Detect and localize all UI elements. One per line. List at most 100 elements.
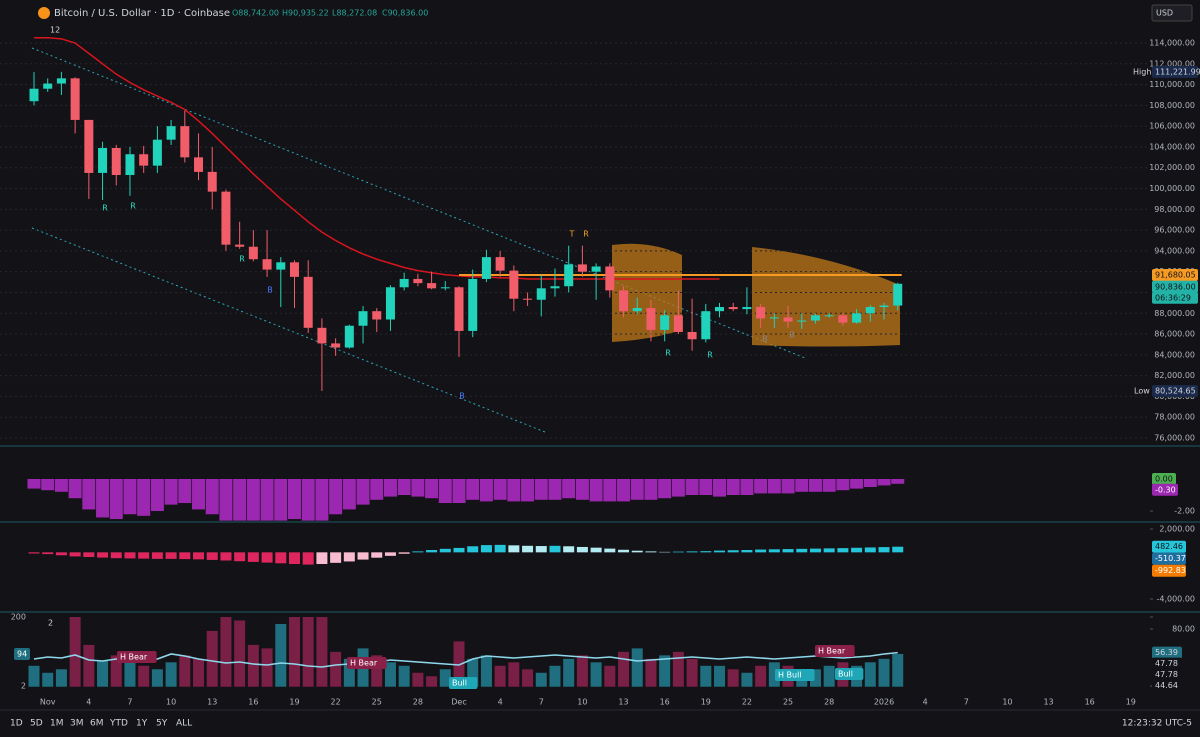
- timeframe-button[interactable]: 6M: [90, 719, 104, 729]
- indicator-bar: [28, 552, 40, 554]
- price-badge-label: 482.46: [1155, 542, 1183, 551]
- indicator-bar: [343, 658, 355, 687]
- candle-body: [56, 78, 66, 84]
- candle-body: [701, 311, 711, 340]
- indicator-bar: [644, 478, 658, 500]
- indicator-bar: [864, 547, 876, 553]
- clock: 12:23:32 UTC-5: [1122, 719, 1192, 729]
- indicator-line: [33, 651, 898, 668]
- x-tick-label: 13: [207, 698, 217, 707]
- y-tick-label: 106,000.00: [1149, 122, 1195, 131]
- candle-body: [838, 315, 848, 323]
- candle-body: [84, 119, 94, 173]
- candle-body: [673, 315, 683, 332]
- candle-body: [427, 283, 437, 289]
- candle-body: [591, 266, 601, 272]
- x-tick-label: 4: [498, 698, 503, 707]
- timeframe-button[interactable]: 1Y: [136, 719, 148, 729]
- timeframe-button[interactable]: 3M: [70, 719, 84, 729]
- indicator-bar: [863, 478, 877, 488]
- y-tick-label: 110,000.00: [1149, 80, 1195, 89]
- indicator-bar: [494, 544, 506, 553]
- timeframe-button[interactable]: YTD: [109, 719, 128, 729]
- indicator-bar: [234, 620, 246, 687]
- candle-body: [139, 154, 149, 166]
- x-tick-label: 19: [289, 698, 299, 707]
- indicator-bar: [193, 552, 205, 560]
- x-tick-label: 28: [824, 698, 834, 707]
- price-badge: [1152, 564, 1186, 577]
- indicator-bar: [426, 550, 438, 553]
- indicator-bar: [97, 660, 109, 687]
- price-badge: [1152, 269, 1198, 282]
- candle-body: [756, 307, 766, 319]
- indicator-bar: [768, 549, 780, 553]
- candle-body: [660, 315, 670, 330]
- low-label: Low: [1134, 386, 1150, 395]
- indicator-bar: [535, 672, 547, 687]
- x-tick-label: 16: [248, 698, 258, 707]
- indicator-bar: [179, 552, 191, 560]
- indicator-bar: [809, 669, 821, 687]
- y-tick-label: 96,000.00: [1154, 226, 1195, 235]
- y-tick-label: 94,000.00: [1154, 246, 1195, 255]
- price-badge-label: -510.37: [1155, 554, 1186, 563]
- x-tick-label: 25: [372, 698, 382, 707]
- timeframe-button[interactable]: 1D: [10, 719, 23, 729]
- timeframe-button[interactable]: 1M: [50, 719, 64, 729]
- price-badge: [1152, 646, 1182, 659]
- x-tick-label: 25: [783, 698, 793, 707]
- indicator-bar: [206, 630, 218, 687]
- ohlc-value: L88,272.08: [332, 9, 377, 18]
- price-badge-label: 56.39: [1155, 648, 1178, 657]
- price-badge-label: 94: [17, 649, 27, 658]
- indicator-bar: [604, 548, 616, 553]
- indicator-bar: [768, 662, 780, 687]
- y-tick-label: -2.00: [1174, 507, 1195, 516]
- indicator-bar: [110, 655, 122, 687]
- annotation: H Bear: [818, 647, 846, 656]
- indicator-bar: [755, 665, 767, 687]
- timeframe-button[interactable]: 5D: [30, 719, 43, 729]
- indicator-bar: [411, 478, 425, 497]
- indicator-bar: [589, 478, 603, 502]
- x-tick-label: 2026: [874, 698, 894, 707]
- indicator-bar: [179, 655, 191, 687]
- indicator-bar: [83, 644, 95, 687]
- currency-button[interactable]: [1151, 4, 1193, 22]
- annotation-box: [347, 657, 387, 669]
- candle-body: [495, 257, 505, 271]
- y-tick-label: 2: [21, 682, 26, 691]
- x-tick-label: 7: [539, 698, 544, 707]
- indicator-bar: [42, 552, 54, 555]
- indicator-bar: [714, 550, 725, 553]
- price-badge-label: -0.30: [1155, 485, 1176, 494]
- indicator-bar: [796, 548, 808, 553]
- indicator-bar: [522, 669, 534, 687]
- candle-body: [550, 286, 560, 289]
- price-badge: [1152, 483, 1178, 496]
- x-tick-label: 16: [660, 698, 670, 707]
- y-tick-label: 100,000.00: [1149, 184, 1195, 193]
- timeframe-button[interactable]: ALL: [176, 719, 192, 729]
- price-badge-label: 47.78: [1155, 659, 1178, 668]
- y-tick-label: 2,000.00: [1159, 525, 1195, 534]
- candle-body: [152, 139, 162, 166]
- signal-label: T: [569, 230, 575, 239]
- candle-body: [536, 288, 546, 300]
- price-badge-label: 91,680.05: [1155, 271, 1196, 280]
- indicator-bar: [466, 478, 480, 500]
- x-tick-label: 7: [127, 698, 132, 707]
- indicator-bar: [823, 548, 835, 553]
- indicator-bar: [206, 552, 218, 560]
- title: Bitcoin / U.S. Dollar · 1D · Coinbase: [54, 8, 230, 19]
- indicator-bar: [453, 547, 465, 553]
- indicator-bar: [740, 478, 754, 496]
- timeframe-button[interactable]: 5Y: [156, 719, 168, 729]
- indicator-bar: [809, 548, 821, 553]
- indicator-bar: [398, 552, 410, 554]
- price-badge-label: 111,221.99: [1155, 67, 1200, 76]
- y-tick-label: 76,000.00: [1154, 433, 1195, 442]
- y-tick-label: 86,000.00: [1154, 330, 1195, 339]
